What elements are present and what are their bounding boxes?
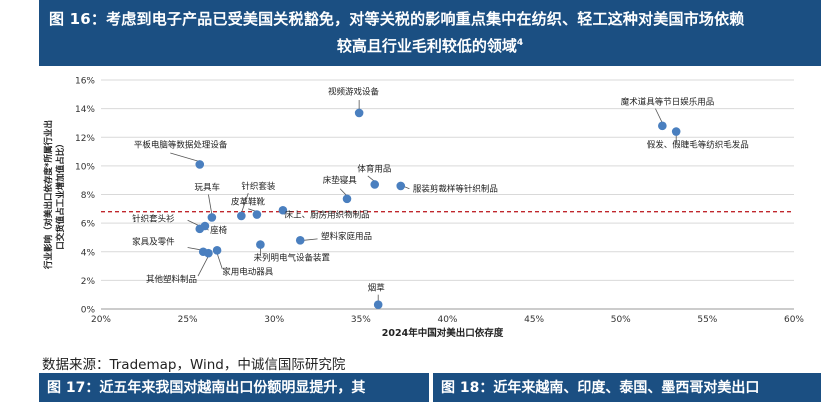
figure-title-line1: 图 16：考虑到电子产品已受美国关税豁免，对等关税的影响重点集中在纺织、轻工这种… (49, 10, 745, 28)
point-label: 其他塑料制品 (146, 274, 197, 285)
x-axis-label: 2024年中国对美出口依存度 (382, 327, 504, 339)
x-tick-label: 55% (697, 315, 717, 325)
leader-line (303, 238, 318, 241)
leader-line (170, 152, 200, 162)
y-tick-label: 14% (75, 105, 95, 115)
point-label: 假发、假睫毛等纺织毛发品 (647, 139, 749, 150)
data-point (354, 108, 364, 118)
leader-line (197, 255, 209, 277)
point-label: 未列明电气设备装置 (253, 252, 330, 263)
next-figure-17-title: 图 17：近五年来我国对越南出口份额明显提升，其 (39, 373, 429, 402)
y-tick-label: 12% (75, 134, 95, 144)
point-label: 魔术道具等节日娱乐用品 (621, 96, 715, 107)
y-tick-label: 2% (81, 277, 96, 287)
point-label: 体育用品 (357, 164, 391, 175)
x-tick-label: 50% (611, 315, 631, 325)
x-tick-label: 40% (437, 315, 457, 325)
point-label: 床上、厨房用织物制品 (285, 209, 370, 220)
data-point (256, 240, 265, 249)
y-tick-label: 4% (81, 248, 96, 258)
y-tick-label: 0% (81, 306, 96, 316)
x-tick-label: 45% (524, 315, 544, 325)
point-label: 服装剪裁样等针织制品 (413, 184, 498, 195)
y-axis-label: 行业影响（对美出口依存度*所属行业出 (43, 120, 54, 270)
figure-title-line2: 较高且行业毛利较低的领域4 (39, 35, 821, 56)
point-label: 家用电动器具 (222, 267, 274, 278)
data-point (252, 210, 262, 219)
data-point (237, 211, 246, 221)
leader-line (208, 194, 213, 215)
data-point (373, 300, 383, 310)
point-label: 床垫寝具 (323, 175, 358, 186)
data-point (295, 236, 305, 245)
point-label: 家具及零件 (132, 237, 175, 248)
next-figure-18-title: 图 18：近年来越南、印度、泰国、墨西哥对美出口 (433, 373, 821, 402)
data-point (200, 221, 210, 231)
x-tick-label: 30% (264, 315, 284, 325)
footnote-marker: 4 (516, 38, 524, 48)
data-point (342, 194, 352, 204)
x-tick-label: 25% (178, 315, 198, 325)
data-point (204, 248, 213, 258)
data-source: 数据来源：Trademap，Wind，中诚信国际研究院 (42, 357, 346, 373)
point-label: 塑料家庭用品 (321, 231, 372, 242)
y-axis-label: 口交货值占工业增加值占比） (55, 139, 66, 250)
data-point (207, 213, 217, 222)
y-tick-label: 10% (75, 162, 95, 172)
y-tick-label: 6% (81, 220, 96, 230)
leader-line (216, 253, 223, 270)
data-point (212, 246, 222, 255)
data-point (278, 205, 288, 215)
figure-title-bar: 图 16：考虑到电子产品已受美国关税豁免，对等关税的影响重点集中在纺织、轻工这种… (39, 0, 821, 66)
leader-line (187, 219, 200, 227)
point-label: 皮革鞋靴 (231, 197, 266, 208)
x-tick-label: 35% (351, 315, 371, 325)
data-point (658, 121, 667, 131)
point-label: 针织套装 (241, 181, 276, 192)
data-point (671, 127, 681, 136)
x-tick-label: 20% (91, 315, 111, 325)
point-label: 平板电脑等数据处理设备 (134, 139, 228, 150)
point-label: 视频游戏设备 (328, 86, 380, 97)
point-label: 玩具车 (195, 182, 221, 193)
y-tick-label: 8% (81, 191, 96, 201)
data-point (370, 180, 380, 189)
point-label: 座椅 (210, 225, 228, 236)
point-label: 烟草 (368, 282, 386, 293)
x-tick-label: 60% (784, 315, 804, 325)
figure-title-line2-text: 较高且行业毛利较低的领域 (336, 37, 517, 55)
leader-line (655, 108, 663, 124)
point-label: 针织套头衫 (132, 214, 175, 225)
y-tick-label: 16% (75, 77, 95, 87)
data-point (396, 181, 406, 191)
data-point (195, 160, 205, 169)
leader-line (240, 192, 249, 214)
scatter-chart: 0% 2% 4% 6% 8% 10% 12% 14% 16% 20% 25% 30% 35% 40% 45%… (43, 77, 804, 340)
